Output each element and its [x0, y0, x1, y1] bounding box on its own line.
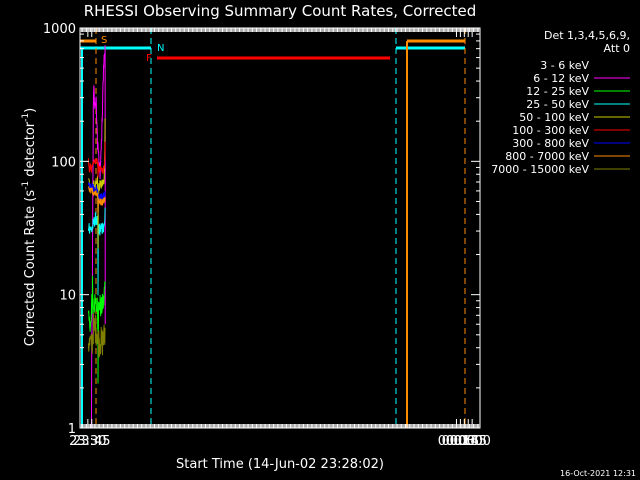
y-tick-label: 10 — [59, 289, 76, 304]
chart-title: RHESSI Observing Summary Count Rates, Co… — [84, 2, 477, 20]
legend-label-2: 12 - 25 keV — [526, 85, 589, 98]
legend-label-7: 800 - 7000 keV — [505, 150, 589, 163]
footer-timestamp: 16-Oct-2021 12:31 — [560, 469, 636, 478]
legend-label-8: 7000 - 15000 keV — [491, 163, 589, 176]
legend-header-line-2: Att 0 — [604, 42, 630, 55]
x-axis-label: Start Time (14-Jun-02 23:28:02) — [176, 457, 384, 472]
y-axis-label-sup1: -1 — [21, 181, 31, 190]
legend-label-4: 50 - 100 keV — [519, 111, 589, 124]
x-tick-label: 00:15 — [442, 434, 479, 449]
y-axis-label-mid: detector — [23, 121, 38, 181]
series-layer — [87, 45, 106, 429]
plot-area-decor — [80, 28, 466, 428]
x-tick-label: 01:00 — [453, 434, 490, 449]
y-tick-label: 1000 — [43, 22, 76, 37]
series-line-7 — [87, 186, 106, 214]
series-line-1 — [91, 45, 106, 429]
x-tick-label: 00:45 — [450, 434, 487, 449]
y-axis-label-end: ) — [23, 108, 38, 113]
legend-label-5: 100 - 300 keV — [512, 124, 589, 137]
y-axis-label: Corrected Count Rate (s-1 detector-1) — [21, 108, 38, 346]
flag-label-n: N — [157, 43, 164, 54]
x-tick-label: 23:30 — [69, 434, 106, 449]
series-line-2 — [87, 275, 106, 384]
legend-label-6: 300 - 800 keV — [512, 137, 589, 150]
series-line-8 — [87, 312, 106, 358]
y-tick-label: 1 — [68, 422, 76, 437]
x-tick-label: 23:45 — [73, 434, 110, 449]
y-tick-label: 100 — [51, 155, 76, 170]
x-tick-label: 00:30 — [446, 434, 483, 449]
legend-label-0: 3 - 6 keV — [540, 59, 589, 72]
flag-label-f: F — [146, 53, 152, 64]
legend-label-3: 25 - 50 keV — [526, 98, 589, 111]
legend-label-1: 6 - 12 keV — [533, 72, 589, 85]
flag-label-s: S — [101, 35, 107, 46]
legend-header-line-1: Det 1,3,4,5,6,9, — [544, 29, 630, 42]
y-axis-label-sup2: -1 — [21, 113, 31, 122]
series-line-5 — [87, 141, 106, 178]
x-tick-label: 00:00 — [438, 434, 475, 449]
